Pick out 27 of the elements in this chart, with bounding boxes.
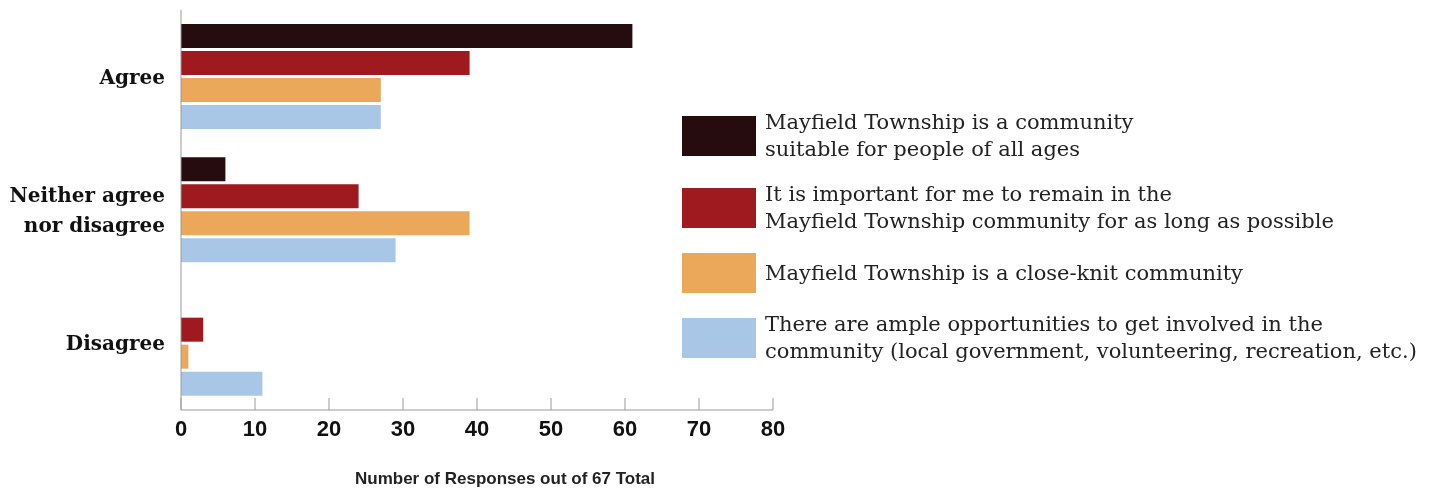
x-axis-title: Number of Responses out of 67 Total — [354, 469, 656, 488]
x-tick-label: 60 — [612, 415, 638, 441]
bar — [181, 211, 470, 236]
bar — [181, 51, 470, 75]
bar — [181, 78, 381, 102]
x-tick-label: 50 — [538, 415, 564, 441]
y-tick-label: Disagree — [65, 331, 165, 356]
bar — [181, 184, 359, 209]
y-tick-label: Agree — [98, 64, 165, 89]
x-tick-label: 70 — [686, 415, 712, 441]
legend-label: Mayfield Township is a close-knit community — [765, 259, 1243, 287]
bar — [181, 371, 263, 396]
x-tick-label: 0 — [174, 415, 188, 441]
bar — [181, 24, 633, 48]
legend-label: There are ample opportunities to get involved in the community (local government, volunteering, recreation, etc.) — [765, 311, 1417, 365]
x-tick-label: 30 — [390, 415, 416, 441]
legend-label: It is important for me to remain in the Mayfield Township community for as long as possible — [765, 181, 1334, 235]
x-tick-label: 10 — [242, 415, 268, 441]
x-tick-label: 40 — [464, 415, 490, 441]
bar — [181, 317, 204, 342]
x-tick-label: 20 — [316, 415, 342, 441]
bar — [181, 238, 396, 263]
x-tick-label: 80 — [760, 415, 786, 441]
bar — [181, 157, 226, 182]
y-tick-label: Neither agree nor disagree — [9, 183, 165, 237]
bar — [181, 105, 381, 129]
legend-label: Mayfield Township is a community suitable for people of all ages — [765, 109, 1134, 163]
